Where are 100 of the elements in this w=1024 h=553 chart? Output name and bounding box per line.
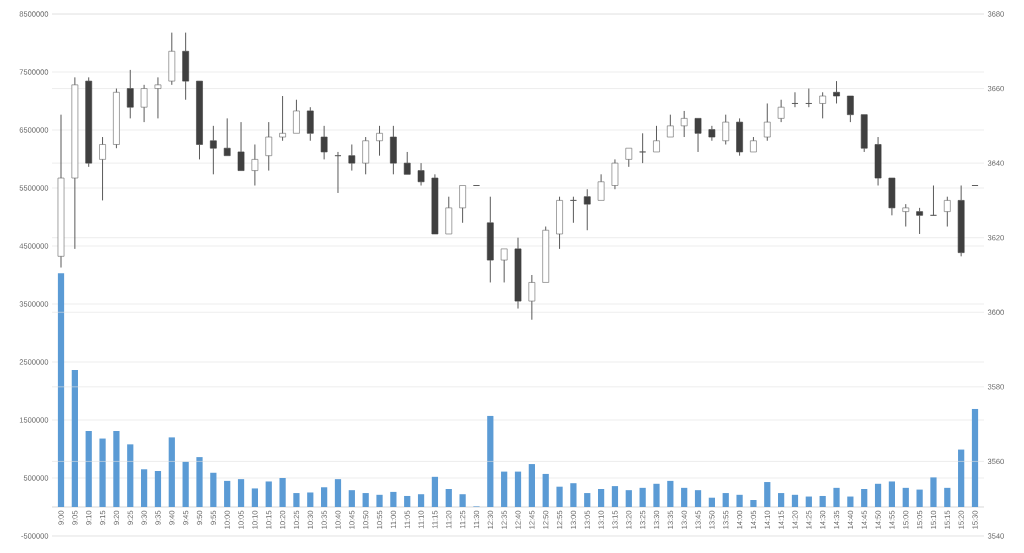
candlestick <box>708 125 716 142</box>
candlestick <box>597 173 605 201</box>
candlestick <box>99 136 106 201</box>
candlestick <box>528 274 536 321</box>
candlestick <box>126 69 134 119</box>
bar <box>597 489 605 507</box>
candlestick <box>265 121 273 172</box>
candlestick <box>459 185 466 224</box>
candlestick <box>874 136 882 186</box>
bar <box>279 477 286 507</box>
candlestick <box>376 125 383 157</box>
bar <box>321 487 328 507</box>
bar <box>542 473 549 507</box>
bar <box>501 471 508 507</box>
bar <box>556 486 563 507</box>
bar <box>778 493 785 507</box>
bar <box>916 489 923 507</box>
candlestick <box>293 99 300 134</box>
bar <box>971 408 979 507</box>
bar <box>750 500 757 507</box>
bar <box>348 490 355 507</box>
bar <box>930 477 937 507</box>
bar <box>362 493 369 507</box>
bar <box>431 476 439 507</box>
candlestick <box>888 177 896 216</box>
bar <box>85 431 92 507</box>
bar <box>681 487 688 507</box>
bar <box>182 461 189 507</box>
candlestick <box>833 80 840 104</box>
bar <box>404 495 411 507</box>
candlestick <box>279 95 286 142</box>
candlestick <box>694 118 702 153</box>
bar <box>874 483 882 507</box>
bar <box>237 479 245 507</box>
candlestick <box>403 151 411 175</box>
candlestick <box>680 110 688 138</box>
candlestick <box>182 32 189 101</box>
candlestick <box>916 207 923 235</box>
bar <box>625 490 632 507</box>
candlestick <box>71 76 79 250</box>
bar <box>459 494 466 507</box>
candlestick <box>653 125 660 153</box>
bar <box>307 492 314 507</box>
bar <box>653 483 660 507</box>
candlestick <box>666 114 674 138</box>
candlestick <box>417 162 425 186</box>
bar <box>99 438 106 507</box>
candlestick <box>902 203 910 228</box>
candlestick <box>140 84 148 123</box>
candlestick <box>930 185 937 216</box>
candlestick <box>210 125 217 175</box>
candlestick <box>500 248 508 283</box>
candlestick <box>777 99 785 123</box>
bar <box>667 480 674 507</box>
bar <box>805 496 812 507</box>
bar <box>140 469 148 507</box>
bar <box>584 493 591 507</box>
bar <box>528 464 535 507</box>
bar <box>902 487 909 507</box>
candlestick <box>583 188 591 231</box>
candlestick <box>168 32 176 86</box>
bar <box>113 431 120 507</box>
bar <box>639 487 646 507</box>
candlestick <box>223 117 231 156</box>
candlestick <box>57 114 65 269</box>
candlestick <box>750 136 757 153</box>
candlestick <box>251 143 259 186</box>
bar <box>514 471 522 507</box>
bar <box>487 415 494 507</box>
bar <box>390 491 397 507</box>
candlestick <box>431 173 439 235</box>
candlestick <box>348 143 356 172</box>
bar <box>570 483 577 507</box>
candlestick <box>445 196 453 235</box>
bar <box>861 489 868 507</box>
candlestick <box>860 114 868 153</box>
bar <box>210 472 217 507</box>
bar <box>154 471 162 507</box>
bar <box>708 497 715 507</box>
candlestick <box>847 95 854 123</box>
candlestick <box>85 76 93 168</box>
bar <box>57 273 65 507</box>
bar <box>847 496 854 507</box>
bar <box>196 457 203 507</box>
candlestick <box>611 158 619 190</box>
bar <box>736 494 743 507</box>
candlestick <box>320 125 328 160</box>
candlestick <box>362 136 370 175</box>
bar <box>694 490 702 507</box>
bar <box>958 449 965 507</box>
bar <box>888 481 896 507</box>
bar <box>944 487 951 507</box>
bar <box>265 481 272 507</box>
candlestick <box>486 196 494 283</box>
candlestick <box>390 125 397 175</box>
bar <box>722 493 729 507</box>
candlestick <box>625 147 633 168</box>
bar <box>224 480 231 507</box>
candlestick <box>819 91 827 119</box>
candlestick <box>639 132 646 164</box>
